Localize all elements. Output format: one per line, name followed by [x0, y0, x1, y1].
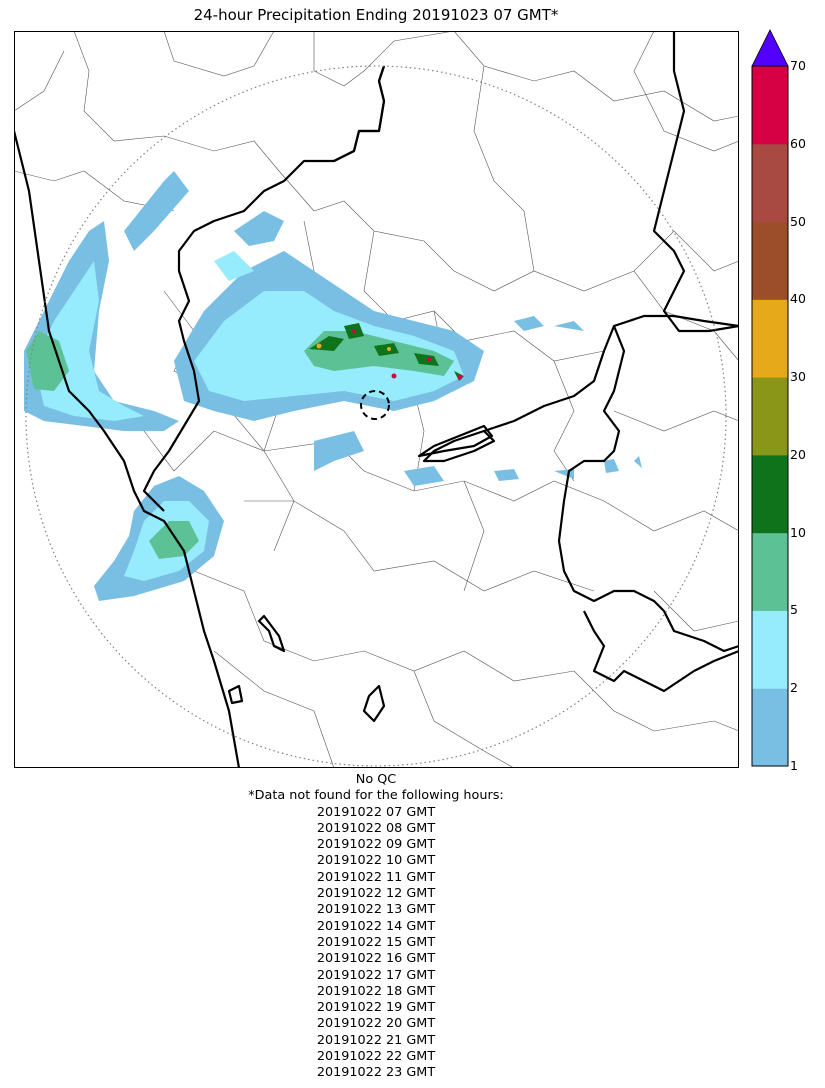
missing-hour-item: 20191022 07 GMT [316, 804, 436, 820]
missing-hour-item: 20191022 23 GMT [316, 1065, 436, 1081]
missing-hour-item: 20191022 08 GMT [316, 820, 436, 836]
colorbar [751, 29, 789, 767]
colorbar-tick-label: 5 [790, 602, 798, 618]
colorbar-tick-label: 1 [790, 758, 798, 773]
radar-range-ring [25, 65, 727, 767]
missing-hour-item: 20191022 09 GMT [316, 837, 436, 853]
missing-hour-item: 20191022 21 GMT [316, 1032, 436, 1048]
precipitation-map [14, 31, 739, 768]
missing-hour-item: 20191022 20 GMT [316, 1016, 436, 1032]
colorbar-bin-10-20 [752, 454, 788, 534]
missing-hour-item: 20191022 18 GMT [316, 983, 436, 999]
radar-site-marker [360, 390, 390, 420]
colorbar-tick-label: 10 [790, 524, 806, 540]
missing-data-heading: *Data not found for the following hours: [248, 788, 504, 804]
missing-hour-item: 20191022 17 GMT [316, 967, 436, 983]
colorbar-tick-label: 50 [790, 213, 806, 229]
missing-hour-item: 20191022 10 GMT [316, 853, 436, 869]
colorbar-bin-20-30 [752, 377, 788, 456]
missing-hour-item: 20191022 11 GMT [316, 869, 436, 885]
missing-hours-list: 20191022 07 GMT 20191022 08 GMT 20191022 0… [0, 805, 752, 1082]
missing-hour-item: 20191022 19 GMT [316, 1000, 436, 1016]
colorbar-tick-label: 60 [790, 135, 806, 151]
missing-hour-item: 20191022 13 GMT [316, 902, 436, 918]
colorbar-tick-label: 40 [790, 291, 806, 307]
colorbar-bin-60-70 [752, 66, 788, 145]
colorbar-bin-40-50 [752, 221, 788, 300]
colorbar-bin-50-60 [752, 143, 788, 223]
colorbar-bin-30-40 [752, 299, 788, 378]
colorbar-tick-label: 20 [790, 446, 806, 462]
missing-hour-item: 20191022 15 GMT [316, 934, 436, 950]
map-title: 24-hour Precipitation Ending 20191023 07… [193, 6, 559, 24]
colorbar-over-triangle [751, 29, 789, 67]
precipitation-areas [24, 171, 642, 601]
missing-hour-item: 20191022 12 GMT [316, 886, 436, 902]
colorbar-tick-label: 30 [790, 369, 806, 385]
colorbar-tick-label: 70 [790, 58, 806, 73]
footer-notes: No QC *Data not found for the following … [0, 772, 752, 1082]
colorbar-tick-label: 2 [790, 680, 798, 696]
qc-status: No QC [355, 772, 397, 787]
missing-hour-item: 20191022 22 GMT [316, 1049, 436, 1065]
state-boundaries [14, 31, 739, 768]
colorbar-bin-1-2 [752, 688, 788, 767]
colorbar-bin-2-5 [752, 610, 788, 689]
colorbar-bin-5-10 [752, 532, 788, 611]
missing-hour-item: 20191022 16 GMT [316, 951, 436, 967]
missing-hour-item: 20191022 14 GMT [316, 918, 436, 934]
